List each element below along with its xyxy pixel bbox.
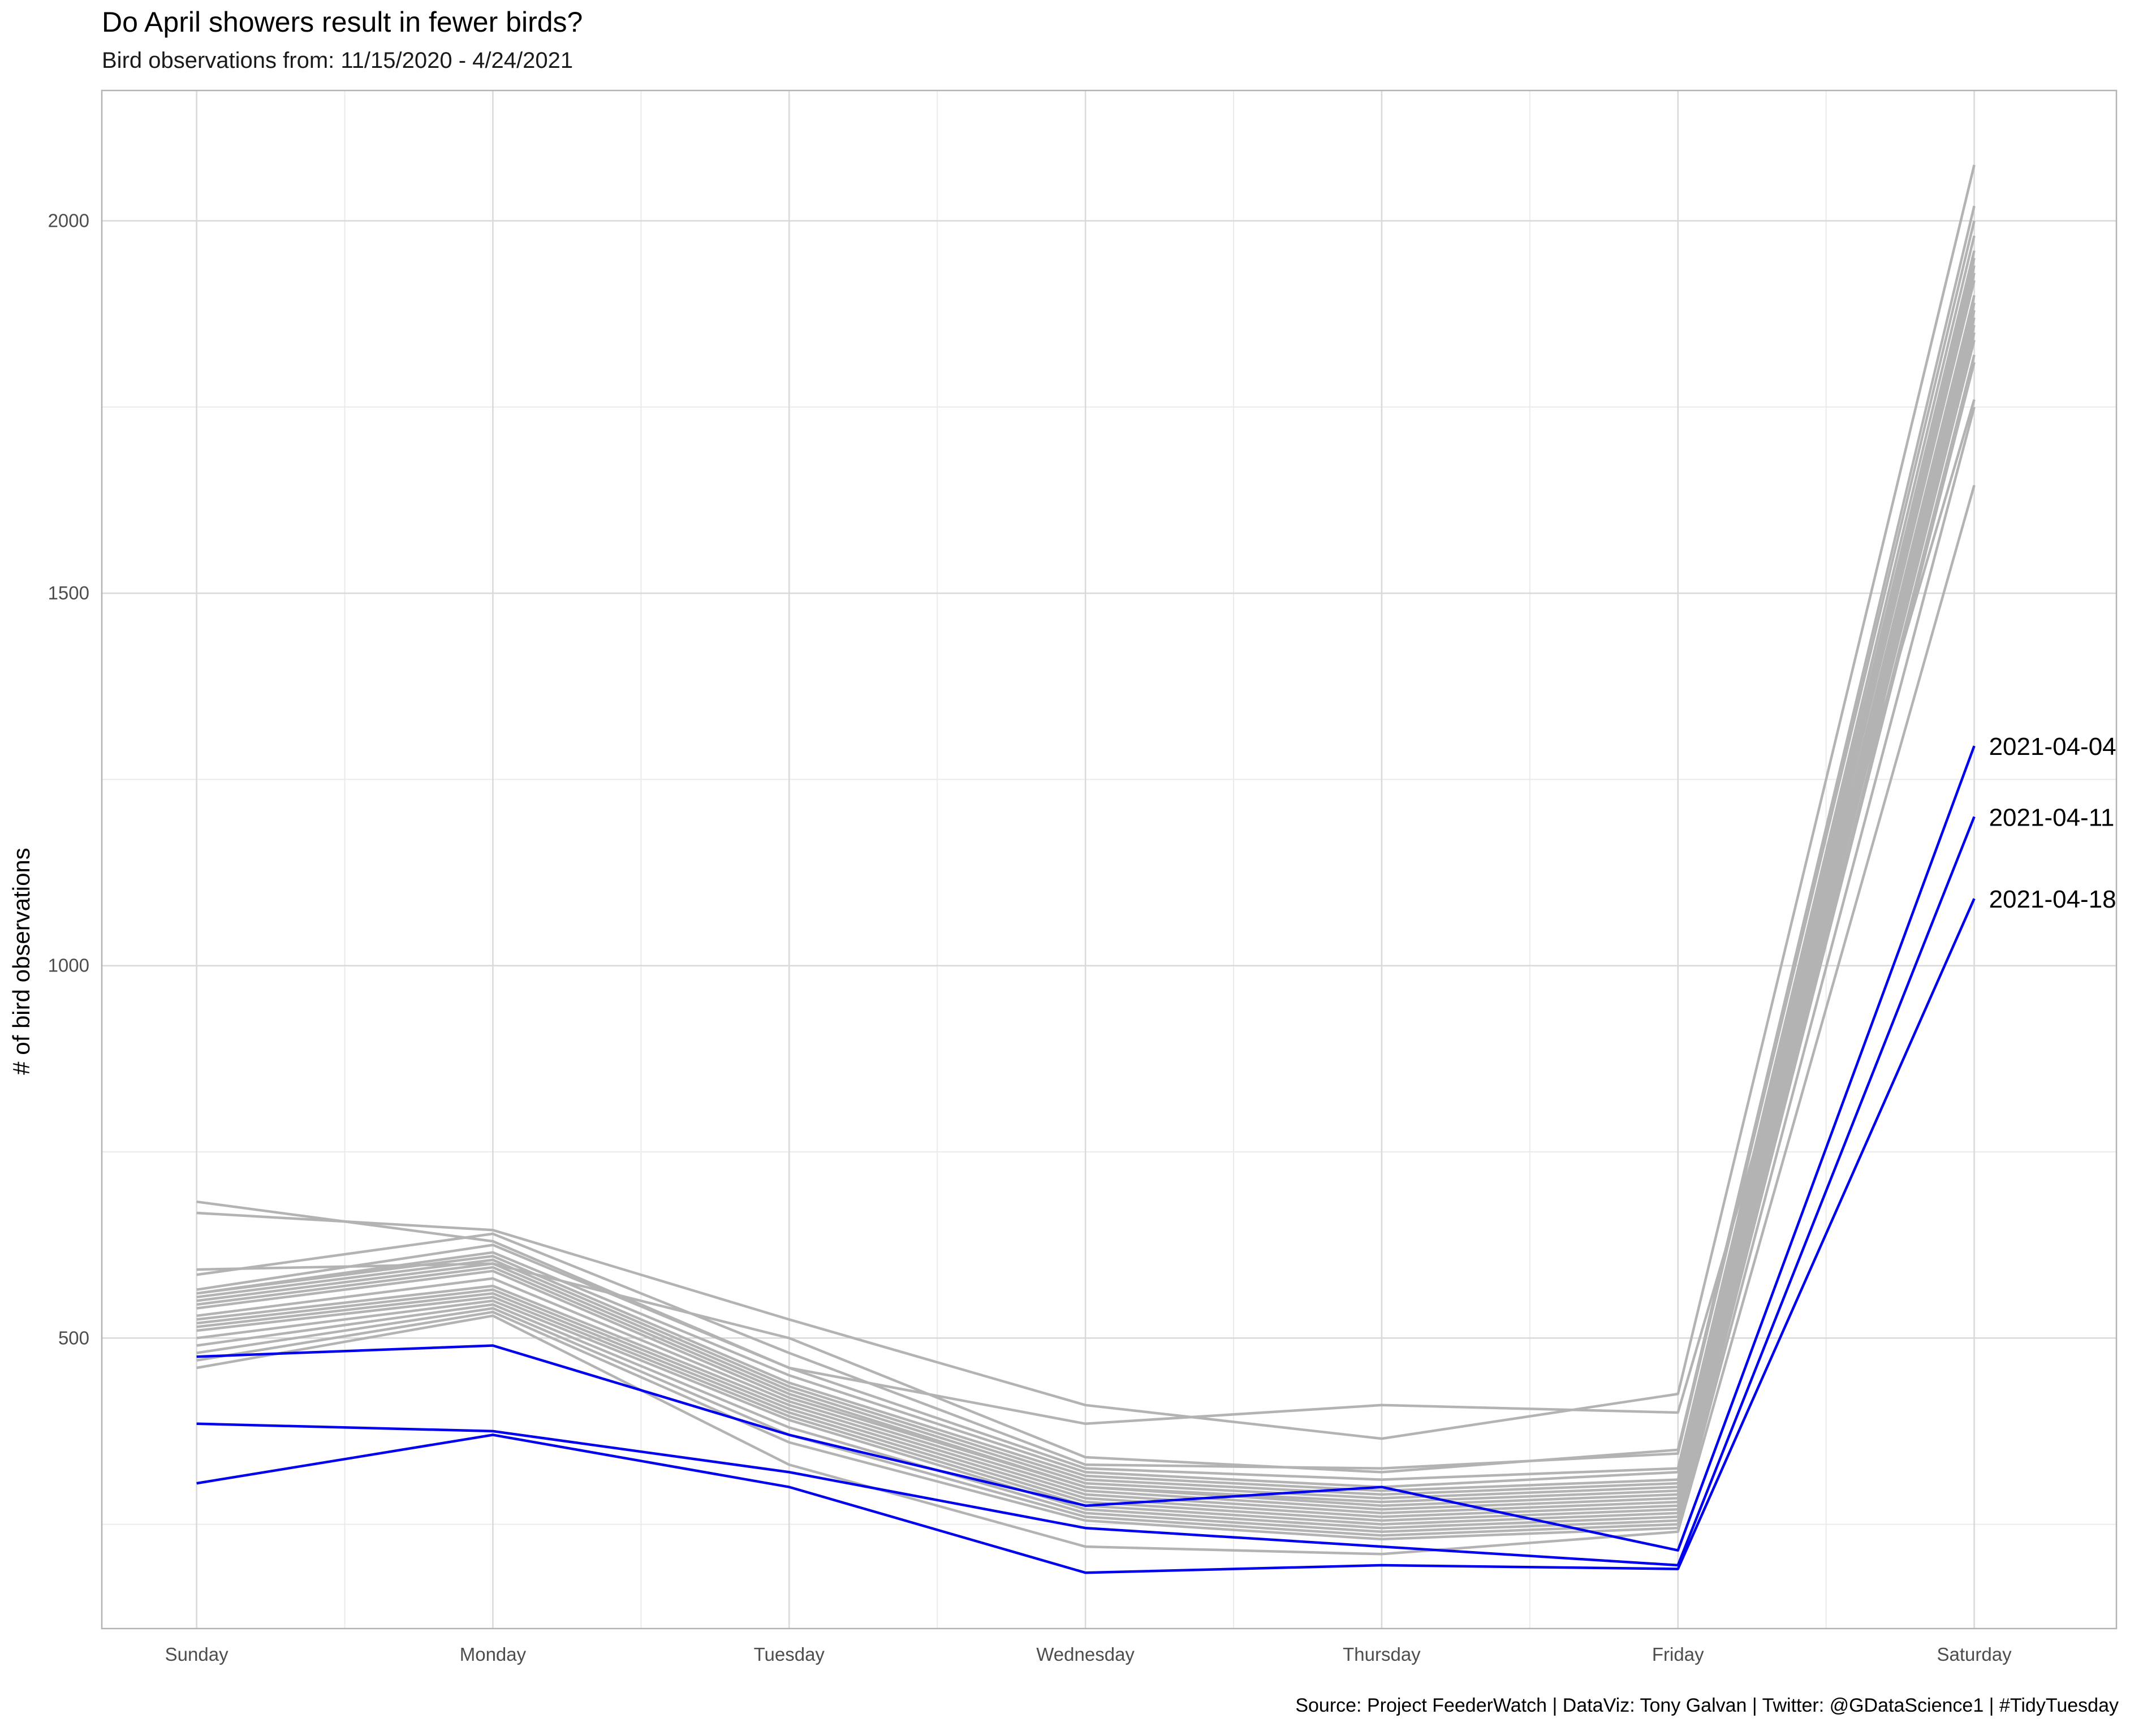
- y-tick-label: 1500: [48, 582, 89, 603]
- background-series-line: [196, 220, 1976, 1470]
- chart-title: Do April showers result in fewer birds?: [102, 6, 583, 38]
- x-tick-label: Monday: [460, 1644, 527, 1665]
- background-series-line: [196, 399, 1976, 1426]
- series-end-label: 2021-04-04: [1989, 733, 2116, 761]
- background-series-line: [196, 485, 1976, 1556]
- highlight-series-line: [196, 816, 1976, 1567]
- series-end-label: 2021-04-11: [1989, 804, 2115, 831]
- series-end-label: 2021-04-18: [1989, 886, 2116, 913]
- grid-lines: [102, 90, 2116, 1629]
- x-tick-label: Sunday: [165, 1644, 228, 1665]
- background-series-group: [196, 165, 1976, 1556]
- background-series-line: [196, 165, 1976, 1440]
- y-tick-label: 500: [58, 1327, 89, 1348]
- panel-border: [101, 89, 2118, 1630]
- x-tick-label: Wednesday: [1036, 1644, 1135, 1665]
- x-axis-ticks: Sunday Monday Tuesday Wednesday Thursday Frid…: [165, 1644, 2012, 1665]
- chart-subtitle: Bird observations from: 11/15/2020 - 4/2…: [102, 48, 574, 73]
- x-tick-label: Thursday: [1343, 1644, 1421, 1665]
- x-tick-label: Friday: [1652, 1644, 1704, 1665]
- y-tick-label: 1000: [48, 955, 89, 976]
- chart-caption: Source: Project FeederWatch | DataViz: T…: [1295, 1695, 2119, 1716]
- x-tick-label: Saturday: [1937, 1644, 2012, 1665]
- highlight-series-line: [196, 745, 1976, 1552]
- highlight-series-line: [196, 898, 1976, 1574]
- series-end-labels: 2021-04-04 2021-04-11 2021-04-18: [1989, 733, 2116, 913]
- y-axis-label: # of bird observations: [8, 848, 35, 1075]
- highlight-series-group: [196, 745, 1976, 1574]
- x-tick-label: Tuesday: [754, 1644, 825, 1665]
- y-tick-label: 2000: [48, 210, 89, 231]
- background-series-line: [196, 250, 1976, 1488]
- y-axis-ticks: 500 1000 1500 2000: [48, 210, 89, 1349]
